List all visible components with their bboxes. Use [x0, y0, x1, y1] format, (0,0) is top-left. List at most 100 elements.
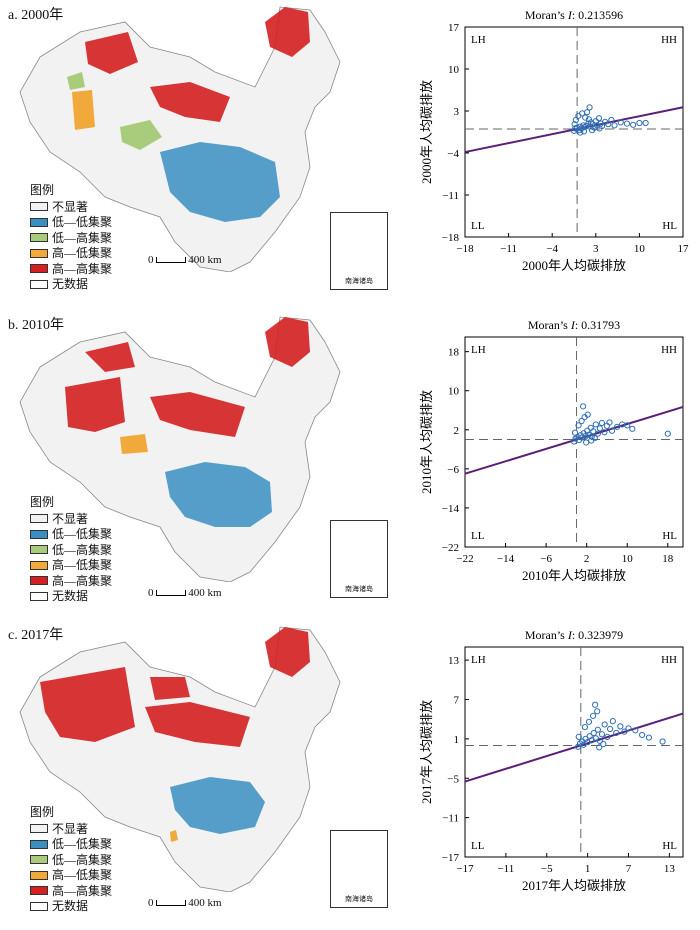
data-point — [584, 411, 591, 418]
cluster-lh — [67, 72, 85, 90]
legend-title: 图例 — [30, 183, 55, 197]
x-tick-label: −11 — [500, 243, 517, 255]
data-point — [606, 419, 613, 426]
legend-item: 低—高集聚 — [30, 852, 112, 868]
legend-item: 低—低集聚 — [30, 837, 112, 853]
data-point — [659, 738, 666, 745]
x-tick-label: −17 — [456, 863, 474, 875]
data-point — [585, 718, 593, 725]
chart-title-value: : 0.213596 — [572, 8, 623, 22]
cluster-hh — [85, 32, 138, 74]
legend-swatch — [30, 545, 48, 555]
scatter-chart-2017: Moran’s I: 0.323979 −17 −11 −5 1 7 13 −17 −11 −5 1… — [410, 625, 695, 925]
x-tick-label: −5 — [541, 863, 553, 875]
legend-swatch — [30, 870, 48, 880]
y-tick-label: −18 — [442, 232, 460, 244]
legend-item: 不显著 — [30, 821, 112, 837]
data-point — [639, 731, 646, 739]
data-point — [577, 129, 584, 136]
cluster-hh — [150, 677, 190, 700]
plot-frame — [464, 26, 684, 238]
data-point — [594, 708, 601, 715]
legend-item: 高—低集聚 — [30, 868, 112, 884]
cluster-hh — [40, 667, 135, 742]
x-tick-label: 10 — [622, 553, 634, 565]
data-point — [596, 125, 603, 132]
panel-label-b: b. 2010年 — [8, 318, 64, 333]
quadrant-label: HH — [661, 34, 677, 46]
legend-item: 无数据 — [30, 589, 112, 605]
cluster-hh — [150, 392, 245, 437]
data-point — [588, 127, 596, 134]
data-point — [630, 121, 637, 128]
data-point — [601, 721, 608, 728]
data-point — [581, 723, 588, 731]
legend-swatch — [30, 576, 48, 586]
data-point — [605, 121, 612, 128]
legend-item: 低—低集聚 — [30, 527, 112, 543]
south-china-sea-inset: 南海诸岛 — [330, 212, 388, 290]
legend-swatch — [30, 202, 48, 212]
y-axis-label: 2000年人均碳排放 — [419, 80, 434, 184]
cluster-hh — [150, 82, 230, 122]
inset-caption: 南海诸岛 — [345, 585, 373, 593]
x-tick-label: 17 — [678, 243, 690, 255]
y-tick-label: 10 — [448, 64, 460, 76]
quadrant-label: LL — [471, 530, 485, 542]
scatter-chart-2000: Moran’s I: 0.213596 −18 −11 −4 3 10 17 −18 −11 −4… — [410, 5, 695, 305]
data-point — [600, 741, 607, 748]
legend-item: 低—高集聚 — [30, 230, 112, 246]
chart-title-italic: I — [567, 628, 573, 642]
regression-line — [464, 712, 684, 783]
legend-swatch — [30, 529, 48, 539]
data-point — [623, 120, 631, 127]
legend-swatch — [30, 591, 48, 601]
chart-title-prefix: Moran’s — [525, 8, 568, 22]
quadrant-label: HL — [662, 530, 677, 542]
data-point — [582, 114, 589, 121]
scatter-chart-2010: Moran’s I: 0.31793 −22 −14 −6 2 10 18 −22 −14 −6 2… — [410, 315, 695, 615]
data-point — [629, 425, 636, 432]
y-axis-label: 2010年人均碳排放 — [419, 390, 434, 494]
chart-title-prefix: Moran’s — [528, 318, 571, 332]
data-point — [613, 423, 621, 430]
chart-title: Moran’s I: 0.323979 — [525, 628, 623, 642]
quadrant-label: LH — [471, 344, 486, 356]
data-point — [609, 718, 616, 725]
legend-item: 低—低集聚 — [30, 215, 112, 231]
x-tick-label: 2 — [584, 553, 590, 565]
cluster-hh — [145, 702, 250, 747]
y-tick-label: 13 — [448, 655, 460, 667]
cluster-hh — [85, 342, 135, 372]
legend-swatch — [30, 901, 48, 911]
x-axis-label: 2017年人均碳排放 — [522, 878, 626, 893]
data-point — [590, 428, 597, 435]
chart-title: Moran’s I: 0.213596 — [525, 8, 623, 22]
inset-caption: 南海诸岛 — [345, 895, 373, 903]
x-tick-label: 1 — [585, 863, 591, 875]
cluster-ll — [170, 777, 265, 834]
y-tick-label: −4 — [447, 148, 459, 160]
quadrant-label: HH — [661, 344, 677, 356]
south-china-sea-inset: 南海诸岛 — [330, 520, 388, 598]
plot-frame — [464, 336, 684, 548]
legend-item: 高—低集聚 — [30, 246, 112, 262]
data-point — [594, 726, 601, 733]
legend-a: 图例 不显著 低—低集聚 低—高集聚 高—低集聚 高—高集聚 无数据 — [30, 182, 112, 292]
data-point — [625, 725, 632, 732]
y-tick-label: 18 — [448, 347, 460, 359]
legend-item: 不显著 — [30, 511, 112, 527]
data-point — [613, 729, 620, 737]
data-point — [642, 119, 649, 127]
data-point — [583, 439, 590, 446]
quadrant-label: HL — [662, 840, 677, 852]
plot-frame — [464, 646, 684, 858]
quadrant-label: LL — [471, 220, 485, 232]
data-point — [571, 121, 578, 128]
legend-item: 无数据 — [30, 899, 112, 915]
south-china-sea-inset: 南海诸岛 — [330, 830, 388, 908]
data-point — [596, 744, 603, 751]
data-point — [601, 429, 608, 436]
legend-swatch — [30, 839, 48, 849]
data-point — [585, 116, 593, 123]
